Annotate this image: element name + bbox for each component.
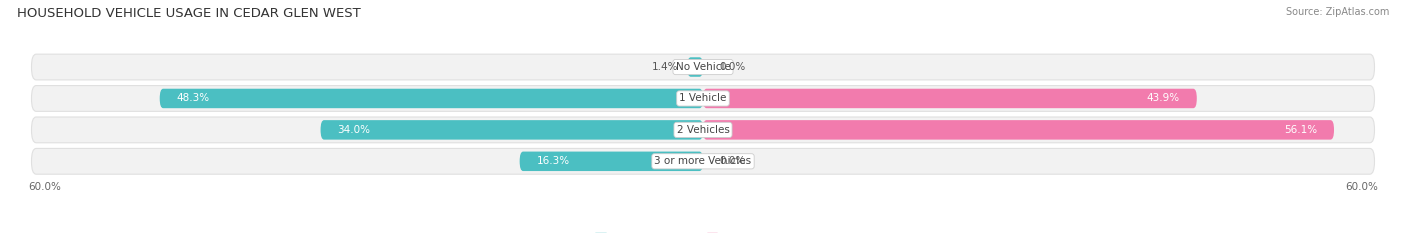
Text: Source: ZipAtlas.com: Source: ZipAtlas.com: [1285, 7, 1389, 17]
FancyBboxPatch shape: [703, 89, 1197, 108]
Text: 60.0%: 60.0%: [28, 182, 60, 192]
Text: HOUSEHOLD VEHICLE USAGE IN CEDAR GLEN WEST: HOUSEHOLD VEHICLE USAGE IN CEDAR GLEN WE…: [17, 7, 360, 20]
Text: 48.3%: 48.3%: [177, 93, 209, 103]
Text: 43.9%: 43.9%: [1147, 93, 1180, 103]
FancyBboxPatch shape: [321, 120, 703, 140]
FancyBboxPatch shape: [31, 148, 1375, 174]
Text: 1.4%: 1.4%: [652, 62, 678, 72]
Legend: Owner-occupied, Renter-occupied: Owner-occupied, Renter-occupied: [591, 229, 815, 233]
Text: 3 or more Vehicles: 3 or more Vehicles: [654, 156, 752, 166]
Text: 60.0%: 60.0%: [1346, 182, 1378, 192]
FancyBboxPatch shape: [703, 120, 1334, 140]
FancyBboxPatch shape: [31, 117, 1375, 143]
Text: 1 Vehicle: 1 Vehicle: [679, 93, 727, 103]
Text: 16.3%: 16.3%: [537, 156, 569, 166]
Text: No Vehicle: No Vehicle: [675, 62, 731, 72]
FancyBboxPatch shape: [520, 152, 703, 171]
Text: 34.0%: 34.0%: [337, 125, 370, 135]
FancyBboxPatch shape: [160, 89, 703, 108]
FancyBboxPatch shape: [688, 57, 703, 77]
Text: 0.0%: 0.0%: [720, 156, 747, 166]
Text: 2 Vehicles: 2 Vehicles: [676, 125, 730, 135]
FancyBboxPatch shape: [31, 86, 1375, 111]
Text: 56.1%: 56.1%: [1284, 125, 1317, 135]
Text: 0.0%: 0.0%: [720, 62, 747, 72]
FancyBboxPatch shape: [31, 54, 1375, 80]
